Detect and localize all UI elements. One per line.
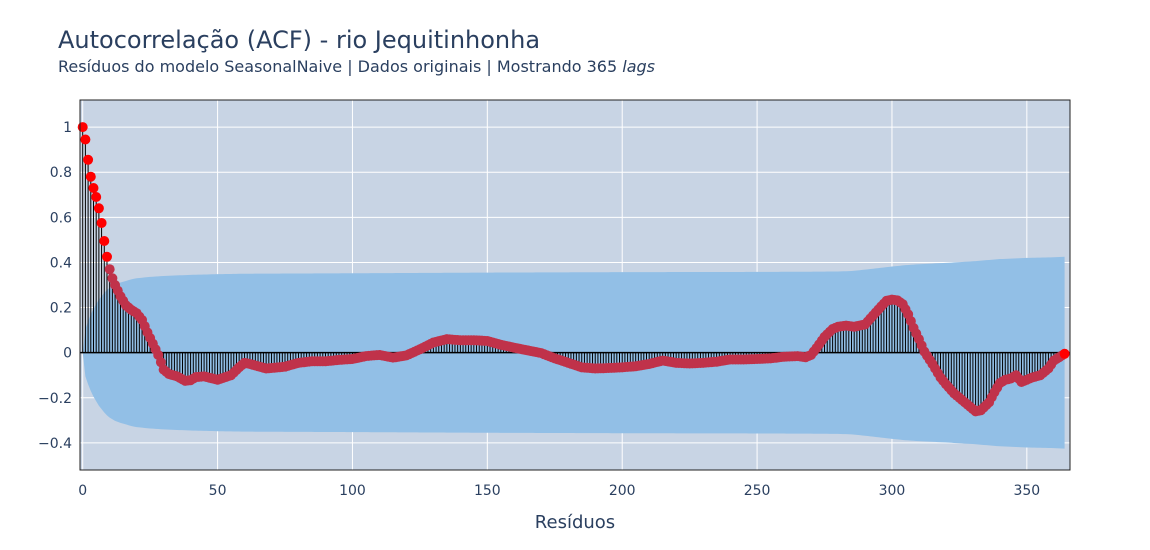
y-tick-label: −0.2 bbox=[38, 391, 72, 407]
x-tick-label: 300 bbox=[879, 483, 906, 499]
acf-marker bbox=[104, 264, 115, 275]
x-tick-label: 0 bbox=[78, 483, 87, 499]
y-tick-label: 0.4 bbox=[50, 255, 72, 271]
acf-marker bbox=[88, 182, 99, 193]
y-tick-label: 0.6 bbox=[50, 210, 72, 226]
y-tick-labels: −0.4 −0.2 0 0.2 0.4 0.6 0.8 1 bbox=[38, 120, 72, 452]
x-tick-label: 350 bbox=[1013, 483, 1040, 499]
y-tick-label: 0 bbox=[63, 346, 72, 362]
acf-marker bbox=[96, 217, 107, 228]
x-tick-label: 200 bbox=[609, 483, 636, 499]
acf-marker bbox=[77, 122, 88, 133]
x-axis-label: Resíduos bbox=[535, 512, 615, 533]
acf-marker bbox=[99, 236, 110, 247]
y-tick-label: 0.8 bbox=[50, 165, 72, 181]
chart-title: Autocorrelação (ACF) - rio Jequitinhonha bbox=[58, 26, 541, 54]
acf-marker bbox=[93, 203, 104, 214]
acf-marker bbox=[101, 251, 112, 262]
acf-marker bbox=[80, 134, 91, 145]
y-tick-label: 0.2 bbox=[50, 301, 72, 317]
y-tick-label: 1 bbox=[63, 120, 72, 136]
x-tick-label: 50 bbox=[209, 483, 227, 499]
acf-markers bbox=[77, 122, 1070, 417]
chart-subtitle: Resíduos do modelo SeasonalNaive | Dados… bbox=[58, 57, 655, 76]
acf-marker bbox=[83, 154, 94, 165]
x-tick-labels: 0 50 100 150 200 250 300 350 bbox=[78, 483, 1040, 499]
x-tick-label: 150 bbox=[474, 483, 501, 499]
subtitle-main: Resíduos do modelo SeasonalNaive | Dados… bbox=[58, 57, 623, 76]
x-tick-label: 250 bbox=[744, 483, 771, 499]
acf-marker bbox=[1059, 348, 1070, 359]
acf-marker bbox=[91, 192, 102, 203]
x-tick-label: 100 bbox=[339, 483, 366, 499]
plot-frame bbox=[79, 99, 1071, 471]
y-tick-label: −0.4 bbox=[38, 436, 72, 452]
subtitle-italic: lags bbox=[622, 57, 655, 76]
acf-marker bbox=[85, 171, 96, 182]
